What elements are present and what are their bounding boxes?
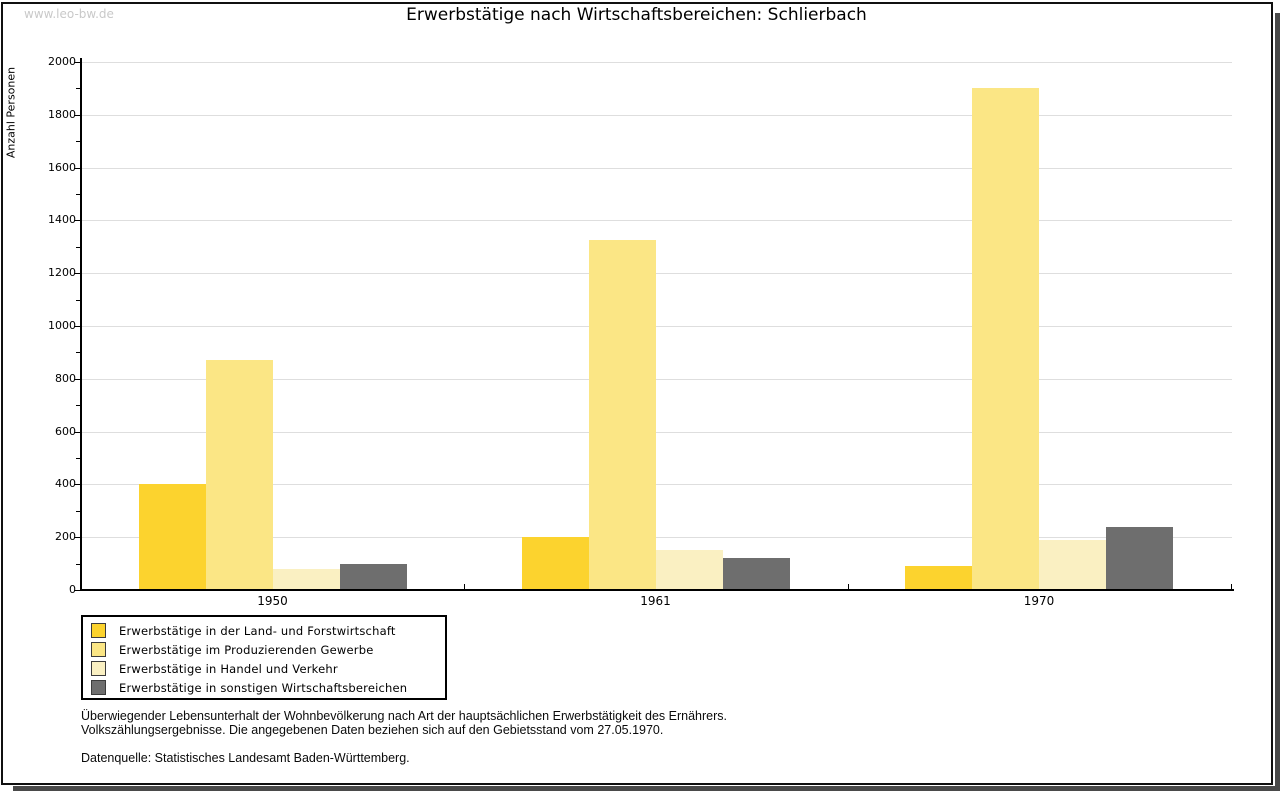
legend-item-2: Erwerbstätige im Produzierenden Gewerbe [83, 640, 445, 659]
y-major-tick-0 [74, 590, 80, 591]
legend-label-1: Erwerbstätige in der Land- und Forstwirt… [119, 623, 396, 638]
y-tick-label-400: 400 [55, 477, 76, 490]
gridline-1800 [82, 115, 1232, 116]
watermark-url: www.leo-bw.de [24, 7, 114, 21]
y-major-tick-600 [74, 432, 80, 433]
y-minor-tick-1300 [76, 247, 80, 248]
bar-1961-series-3 [656, 550, 723, 590]
gridline-600 [82, 432, 1232, 433]
legend-label-3: Erwerbstätige in Handel und Verkehr [119, 661, 338, 676]
y-major-tick-400 [74, 484, 80, 485]
legend-item-1: Erwerbstätige in der Land- und Forstwirt… [83, 621, 445, 640]
gridline-1000 [82, 326, 1232, 327]
y-minor-tick-1500 [76, 194, 80, 195]
bar-1970-series-2 [972, 88, 1039, 590]
bar-1961-series-1 [522, 537, 589, 590]
legend-item-3: Erwerbstätige in Handel und Verkehr [83, 659, 445, 678]
y-minor-tick-300 [76, 511, 80, 512]
bar-1950-series-1 [139, 484, 206, 590]
y-axis-line [80, 58, 82, 591]
legend-label-4: Erwerbstätige in sonstigen Wirtschaftsbe… [119, 680, 408, 695]
gridline-800 [82, 379, 1232, 380]
footnote-line-1: Überwiegender Lebensunterhalt der Wohnbe… [81, 709, 727, 723]
bar-1950-series-3 [273, 569, 340, 590]
gridline-200 [82, 537, 1232, 538]
y-minor-tick-1900 [76, 88, 80, 89]
gridline-2000 [82, 62, 1232, 63]
bar-1961-series-4 [723, 558, 790, 590]
x-category-label-1970: 1970 [1023, 594, 1055, 608]
y-major-tick-200 [74, 537, 80, 538]
gridline-1400 [82, 220, 1232, 221]
chart-title: Erwerbstätige nach Wirtschaftsbereichen:… [406, 5, 867, 25]
y-minor-tick-1700 [76, 141, 80, 142]
y-tick-label-2000: 2000 [48, 55, 76, 68]
x-category-label-1961: 1961 [640, 594, 671, 608]
y-tick-label-1000: 1000 [48, 319, 76, 332]
legend-swatch-2 [91, 642, 106, 657]
bar-1950-series-2 [206, 360, 273, 590]
gridline-1200 [82, 273, 1232, 274]
x-boundary-tick-3 [1231, 584, 1232, 590]
legend-swatch-4 [91, 680, 106, 695]
window-shadow-bottom [13, 786, 1275, 791]
y-tick-label-1600: 1600 [48, 161, 76, 174]
y-major-tick-1600 [74, 168, 80, 169]
y-minor-tick-100 [76, 564, 80, 565]
y-tick-label-1400: 1400 [48, 213, 76, 226]
x-category-label-1950: 1950 [257, 594, 288, 608]
y-major-tick-800 [74, 379, 80, 380]
legend-swatch-1 [91, 623, 106, 638]
legend-swatch-3 [91, 661, 106, 676]
bar-1970-series-1 [905, 566, 972, 590]
x-boundary-tick-2 [847, 584, 849, 590]
y-major-tick-1400 [74, 220, 80, 221]
y-tick-label-600: 600 [55, 425, 76, 438]
y-tick-label-200: 200 [55, 530, 76, 543]
bar-1950-series-4 [340, 564, 407, 590]
y-minor-tick-500 [76, 458, 80, 459]
bar-1961-series-2 [589, 240, 656, 590]
gridline-400 [82, 484, 1232, 485]
y-minor-tick-1100 [76, 300, 80, 301]
y-tick-label-1800: 1800 [48, 108, 76, 121]
gridline-1600 [82, 168, 1232, 169]
y-major-tick-2000 [74, 62, 80, 63]
footnote-line-2: Volkszählungsergebnisse. Die angegebenen… [81, 723, 664, 737]
y-tick-label-0: 0 [69, 583, 76, 596]
window-shadow-right [1275, 13, 1280, 791]
y-major-tick-1200 [74, 273, 80, 274]
legend-label-2: Erwerbstätige im Produzierenden Gewerbe [119, 642, 374, 657]
x-axis-line [80, 589, 1234, 591]
x-boundary-tick-1 [464, 584, 465, 590]
legend-item-4: Erwerbstätige in sonstigen Wirtschaftsbe… [83, 678, 445, 697]
y-tick-label-1200: 1200 [48, 266, 76, 279]
data-source-note: Datenquelle: Statistisches Landesamt Bad… [81, 751, 410, 765]
y-minor-tick-700 [76, 405, 80, 406]
legend-box: Erwerbstätige in der Land- und Forstwirt… [81, 615, 447, 700]
y-major-tick-1000 [74, 326, 80, 327]
y-major-tick-1800 [74, 115, 80, 116]
y-tick-label-800: 800 [55, 372, 76, 385]
y-minor-tick-900 [76, 352, 80, 353]
bar-1970-series-3 [1039, 540, 1106, 590]
y-axis-label: Anzahl Personen [4, 66, 18, 159]
bar-1970-series-4 [1106, 527, 1173, 590]
